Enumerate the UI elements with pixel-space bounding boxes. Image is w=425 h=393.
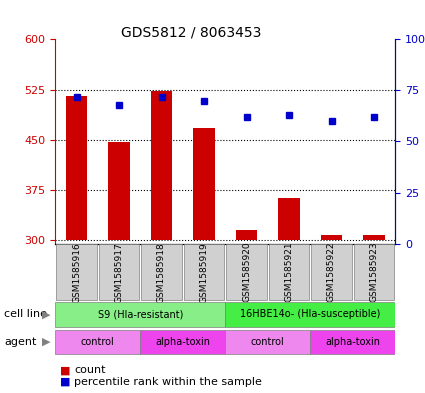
FancyBboxPatch shape — [269, 244, 309, 300]
Text: alpha-toxin: alpha-toxin — [155, 337, 210, 347]
FancyBboxPatch shape — [226, 244, 267, 300]
FancyBboxPatch shape — [225, 302, 395, 327]
Text: GSM1585917: GSM1585917 — [114, 242, 124, 303]
Text: GSM1585920: GSM1585920 — [242, 242, 251, 303]
FancyBboxPatch shape — [311, 244, 352, 300]
Bar — [321, 235, 342, 240]
Text: GSM1585921: GSM1585921 — [284, 242, 294, 303]
Text: GDS5812 / 8063453: GDS5812 / 8063453 — [121, 26, 261, 40]
Text: S9 (Hla-resistant): S9 (Hla-resistant) — [98, 309, 183, 320]
Bar — [151, 91, 172, 240]
Text: GSM1585923: GSM1585923 — [369, 242, 379, 303]
Text: ▶: ▶ — [42, 309, 50, 320]
Text: alpha-toxin: alpha-toxin — [325, 337, 380, 347]
Bar — [236, 230, 257, 240]
Text: agent: agent — [4, 337, 37, 347]
FancyBboxPatch shape — [184, 244, 224, 300]
Bar — [66, 96, 87, 240]
Text: count: count — [74, 365, 106, 375]
FancyBboxPatch shape — [55, 329, 140, 354]
Text: control: control — [251, 337, 285, 347]
FancyBboxPatch shape — [310, 329, 395, 354]
Text: percentile rank within the sample: percentile rank within the sample — [74, 377, 262, 387]
Bar — [363, 235, 385, 240]
Text: ▶: ▶ — [42, 337, 50, 347]
Text: GSM1585919: GSM1585919 — [199, 242, 209, 303]
Text: control: control — [81, 337, 115, 347]
Text: ■: ■ — [60, 377, 70, 387]
Text: GSM1585916: GSM1585916 — [72, 242, 81, 303]
FancyBboxPatch shape — [354, 244, 394, 300]
FancyBboxPatch shape — [225, 329, 310, 354]
FancyBboxPatch shape — [55, 302, 225, 327]
FancyBboxPatch shape — [56, 244, 97, 300]
FancyBboxPatch shape — [141, 244, 182, 300]
Text: GSM1585922: GSM1585922 — [327, 242, 336, 302]
Bar — [278, 198, 300, 240]
Bar — [193, 128, 215, 240]
Text: GSM1585918: GSM1585918 — [157, 242, 166, 303]
Text: cell line: cell line — [4, 309, 47, 320]
Text: ■: ■ — [60, 365, 70, 375]
FancyBboxPatch shape — [99, 244, 139, 300]
Text: 16HBE14o- (Hla-susceptible): 16HBE14o- (Hla-susceptible) — [240, 309, 380, 320]
FancyBboxPatch shape — [140, 329, 225, 354]
Bar — [108, 142, 130, 240]
